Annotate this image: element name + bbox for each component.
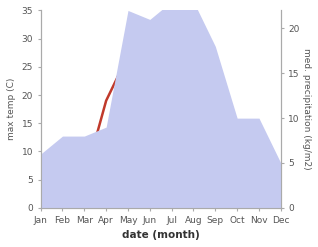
X-axis label: date (month): date (month) — [122, 230, 200, 240]
Y-axis label: max temp (C): max temp (C) — [7, 78, 16, 140]
Y-axis label: med. precipitation (kg/m2): med. precipitation (kg/m2) — [302, 48, 311, 170]
